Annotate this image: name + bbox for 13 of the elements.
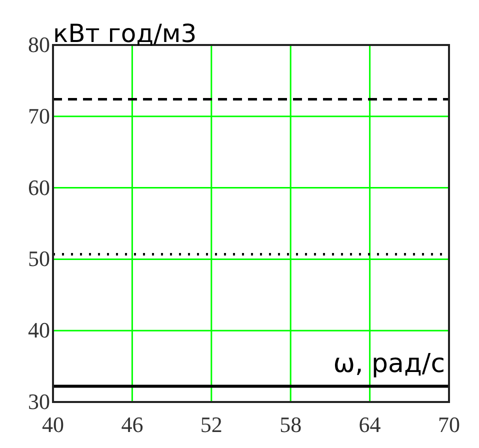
x-tick-label: 52 bbox=[200, 412, 222, 437]
y-tick-label: 30 bbox=[28, 389, 50, 414]
y-tick-label: 70 bbox=[28, 103, 50, 128]
y-tick-label: 40 bbox=[28, 318, 50, 343]
x-tick-label: 46 bbox=[121, 412, 144, 437]
y-tick-label: 80 bbox=[28, 32, 50, 57]
x-axis-title: ω, рад/с bbox=[333, 349, 445, 379]
x-tick-label: 64 bbox=[358, 412, 381, 437]
y-axis-title: кВт год/м3 bbox=[53, 19, 197, 48]
y-tick-label: 50 bbox=[28, 246, 50, 272]
x-tick-label: 58 bbox=[280, 412, 302, 437]
y-tick-label: 60 bbox=[28, 174, 50, 200]
x-tick-label: 70 bbox=[438, 412, 460, 437]
